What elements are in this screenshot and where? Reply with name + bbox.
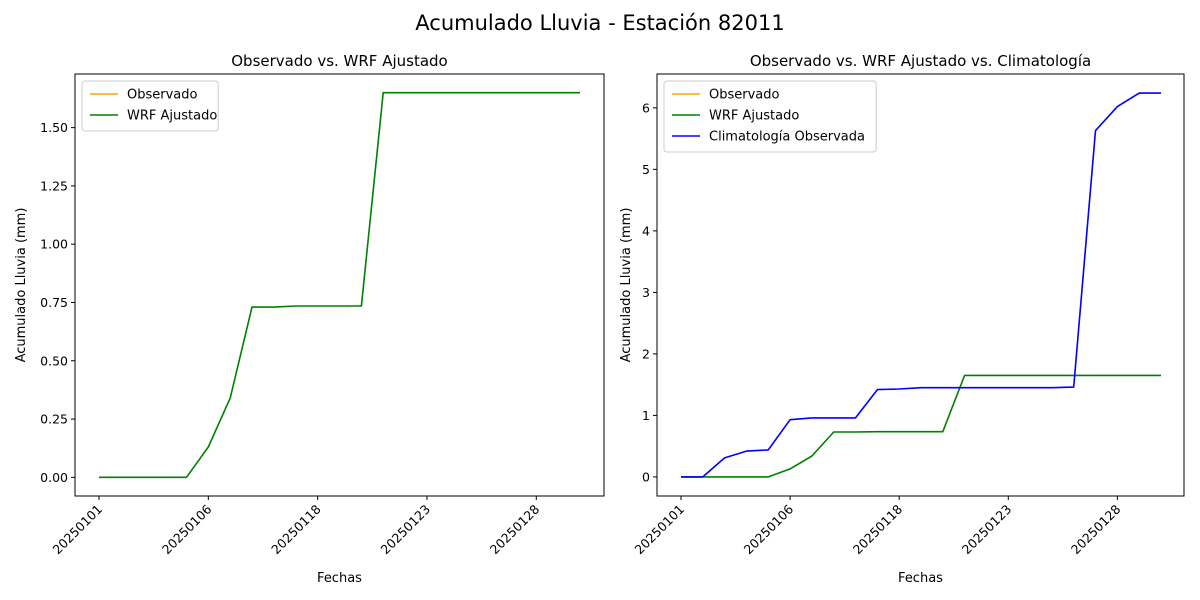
legend <box>663 80 877 153</box>
x-tick-label: 20250123 <box>377 502 433 558</box>
right-chart-ylabel: Acumulado Lluvia (mm) <box>619 208 634 363</box>
left-chart-ylabel: Acumulado Lluvia (mm) <box>14 208 29 363</box>
right-chart-title: Observado vs. WRF Ajustado vs. Climatolo… <box>750 52 1091 70</box>
series-line <box>681 374 1161 478</box>
y-tick-label: 1.50 <box>40 120 68 135</box>
x-tick-label: 20250101 <box>632 502 688 558</box>
y-tick-label: 0 <box>642 469 650 484</box>
y-tick-label: 1 <box>642 408 650 423</box>
y-tick-label: 4 <box>642 223 650 238</box>
y-tick-label: 1.25 <box>40 178 68 193</box>
legend-entry: Observado <box>709 88 780 103</box>
y-tick-label: 5 <box>642 162 650 177</box>
y-tick-label: 0.00 <box>40 470 68 485</box>
left-chart-xlabel: Fechas <box>317 571 362 586</box>
x-tick-label: 20250128 <box>487 501 543 557</box>
y-tick-label: 3 <box>642 285 650 300</box>
x-tick-label: 20250106 <box>741 501 797 557</box>
legend-entry: Observado <box>127 88 198 103</box>
legend-entry: WRF Ajustado <box>127 109 217 124</box>
left-chart-title: Observado vs. WRF Ajustado <box>231 52 447 70</box>
left-chart: Observado vs. WRF Ajustado Fechas Acumul… <box>14 52 605 586</box>
series-line <box>681 92 1161 478</box>
x-tick-label: 20250128 <box>1068 501 1124 557</box>
legend-entry: Climatología Observada <box>709 130 865 145</box>
y-tick-label: 6 <box>642 100 650 115</box>
y-tick-label: 2 <box>642 346 650 361</box>
x-tick-label: 20250106 <box>159 501 215 557</box>
y-tick-label: 0.25 <box>40 412 68 427</box>
y-tick-label: 1.00 <box>40 237 68 252</box>
y-tick-label: 0.50 <box>40 353 68 368</box>
x-tick-label: 20250101 <box>50 502 106 558</box>
x-tick-label: 20250123 <box>959 502 1015 558</box>
x-tick-label: 20250118 <box>268 501 324 557</box>
y-tick-label: 0.75 <box>40 295 68 310</box>
legend-entry: WRF Ajustado <box>709 109 799 124</box>
plot-frame <box>656 73 1185 497</box>
x-tick-label: 20250118 <box>850 501 906 557</box>
series-line <box>99 91 580 479</box>
figure-title: Acumulado Lluvia - Estación 82011 <box>415 11 784 35</box>
plot-frame <box>74 73 605 497</box>
right-chart: Observado vs. WRF Ajustado vs. Climatolo… <box>619 52 1185 586</box>
right-chart-xlabel: Fechas <box>898 571 943 586</box>
